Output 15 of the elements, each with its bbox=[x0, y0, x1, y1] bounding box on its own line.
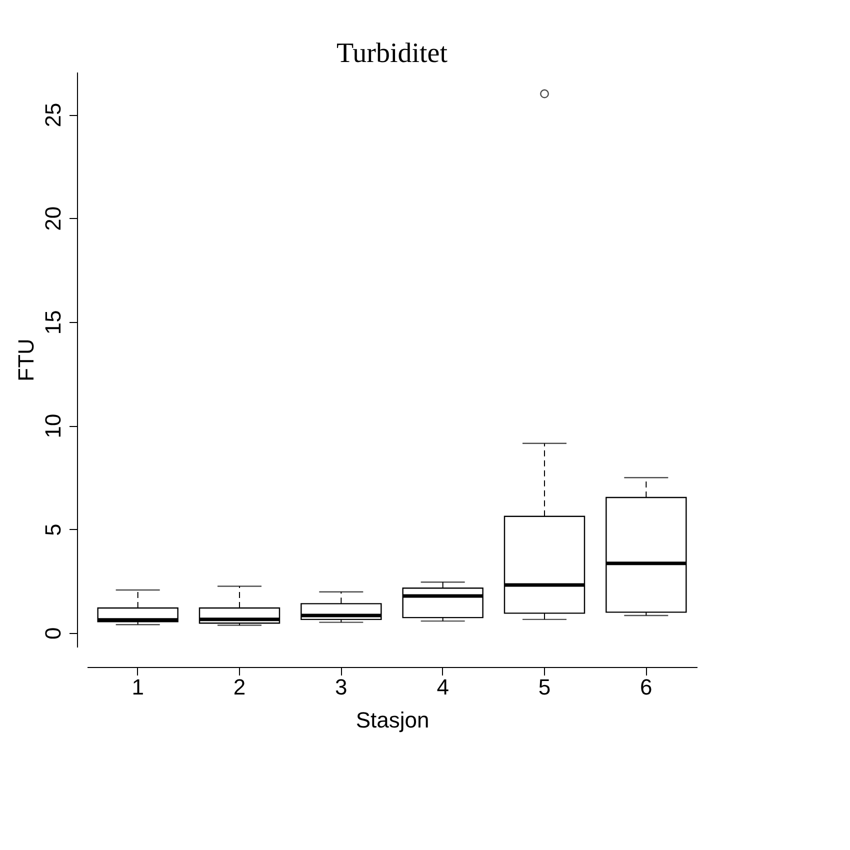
y-axis-title: FTU bbox=[14, 338, 38, 382]
y-tick-label: 20 bbox=[40, 206, 66, 231]
x-tick-label: 1 bbox=[132, 674, 144, 700]
x-tick-label: 5 bbox=[538, 674, 551, 700]
y-tick-label: 25 bbox=[40, 102, 66, 128]
x-tick-label: 2 bbox=[233, 674, 246, 700]
y-tick-label: 10 bbox=[40, 414, 66, 438]
chart-title: Turbiditet bbox=[336, 38, 448, 69]
x-tick-label: 6 bbox=[640, 674, 652, 700]
y-tick-label: 15 bbox=[40, 310, 66, 335]
y-tick-label: 5 bbox=[40, 524, 66, 536]
x-axis-title: Stasjon bbox=[356, 708, 430, 732]
x-tick-label: 4 bbox=[436, 674, 449, 700]
x-tick-label: 3 bbox=[335, 674, 348, 700]
y-tick-label: 0 bbox=[40, 627, 66, 640]
